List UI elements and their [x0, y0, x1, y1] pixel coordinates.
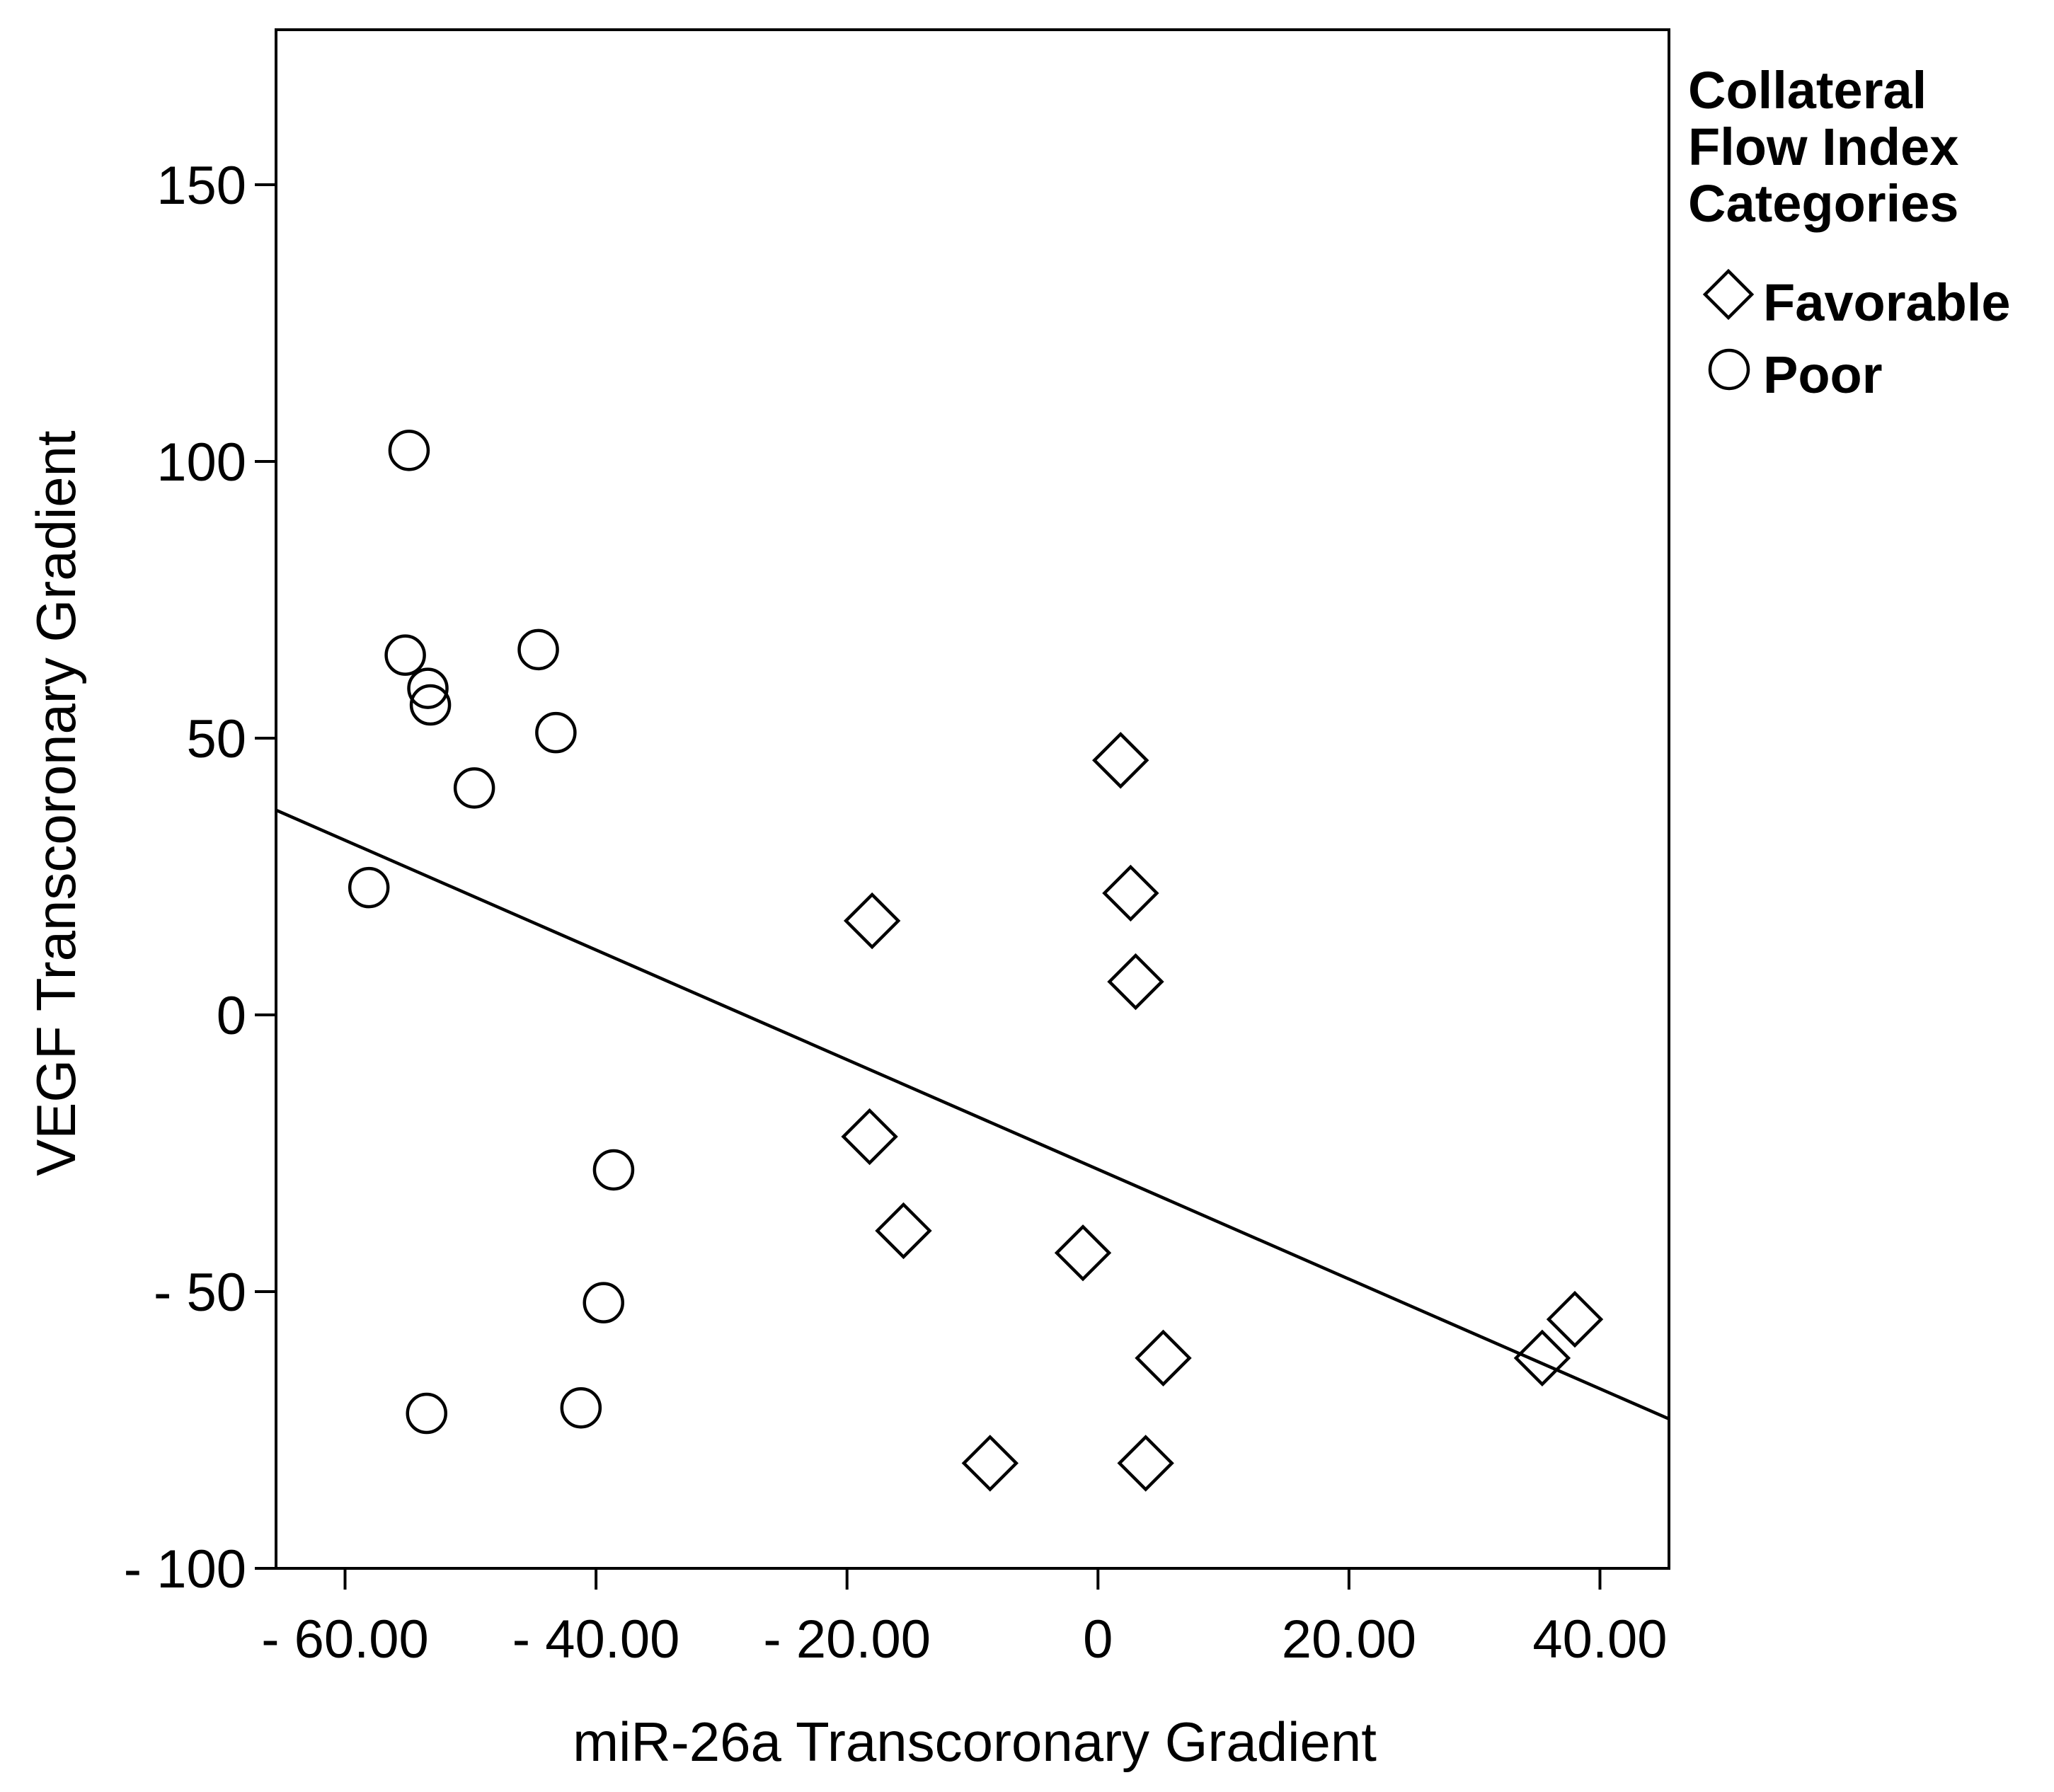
axes: - 100 - 50 0 50 100 150 - 60.00 - 40.00 - 20.00 0…	[124, 156, 1668, 1670]
y-tick-label: 50	[186, 709, 246, 769]
x-tick-label: - 20.00	[763, 1609, 931, 1670]
legend-circle-icon	[1708, 348, 1750, 391]
x-tick-label: 0	[1083, 1609, 1113, 1670]
y-tick-label: 100	[156, 432, 246, 493]
poor-point	[560, 1386, 602, 1429]
poor-point	[409, 684, 452, 726]
x-tick-label: 40.00	[1532, 1609, 1667, 1670]
favorable-point	[843, 892, 901, 950]
fit-line	[275, 808, 1670, 1420]
data-points	[348, 430, 1604, 1492]
favorable-point	[1054, 1224, 1112, 1282]
x-axis-title: miR-26a Transcoronary Gradient	[573, 1711, 1377, 1773]
favorable-point	[1107, 953, 1164, 1011]
poor-point	[388, 430, 430, 471]
poor-point	[348, 866, 390, 909]
legend-title-line-3: Categories	[1688, 174, 1958, 233]
favorable-point	[1513, 1329, 1571, 1387]
favorable-point	[841, 1108, 898, 1166]
legend-diamond-icon	[1702, 268, 1755, 321]
y-axis-title: VEGF Transcoronary Gradient	[25, 430, 87, 1176]
poor-point	[407, 667, 449, 709]
y-tick-label: - 50	[154, 1263, 246, 1323]
legend-label-favorable: Favorable	[1763, 273, 2011, 332]
x-tick-label: 20.00	[1282, 1609, 1416, 1670]
x-tick-label: - 40.00	[512, 1609, 680, 1670]
fit-line-group	[275, 808, 1670, 1420]
favorable-point	[1135, 1329, 1192, 1387]
y-tick-label: - 100	[124, 1539, 246, 1599]
y-tick-label: 0	[217, 986, 246, 1046]
poor-point	[453, 767, 495, 809]
plot-frame	[275, 28, 1670, 1570]
x-tick-label: - 60.00	[261, 1609, 429, 1670]
plot-area	[275, 28, 1670, 1570]
favorable-point	[961, 1435, 1019, 1492]
poor-point	[384, 634, 426, 676]
legend-title-line-1: Collateral	[1688, 61, 1927, 120]
poor-point	[406, 1392, 448, 1435]
poor-point	[535, 711, 577, 754]
favorable-point	[1546, 1290, 1604, 1348]
favorable-point	[1092, 732, 1149, 789]
favorable-point	[875, 1202, 932, 1260]
poor-point	[592, 1149, 635, 1191]
legend-label-poor: Poor	[1763, 345, 1883, 404]
favorable-point	[1117, 1435, 1174, 1492]
poor-point	[517, 628, 559, 671]
legend-title-line-2: Flow Index	[1688, 117, 1958, 176]
favorable-point	[1102, 864, 1159, 922]
legend: Collateral Flow Index Categories Favorab…	[1688, 61, 2011, 404]
poor-point	[583, 1282, 624, 1323]
y-tick-label: 150	[156, 156, 246, 216]
